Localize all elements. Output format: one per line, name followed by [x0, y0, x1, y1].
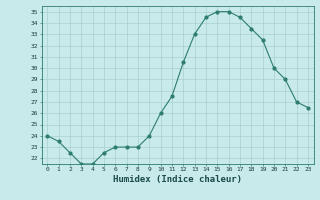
X-axis label: Humidex (Indice chaleur): Humidex (Indice chaleur) — [113, 175, 242, 184]
